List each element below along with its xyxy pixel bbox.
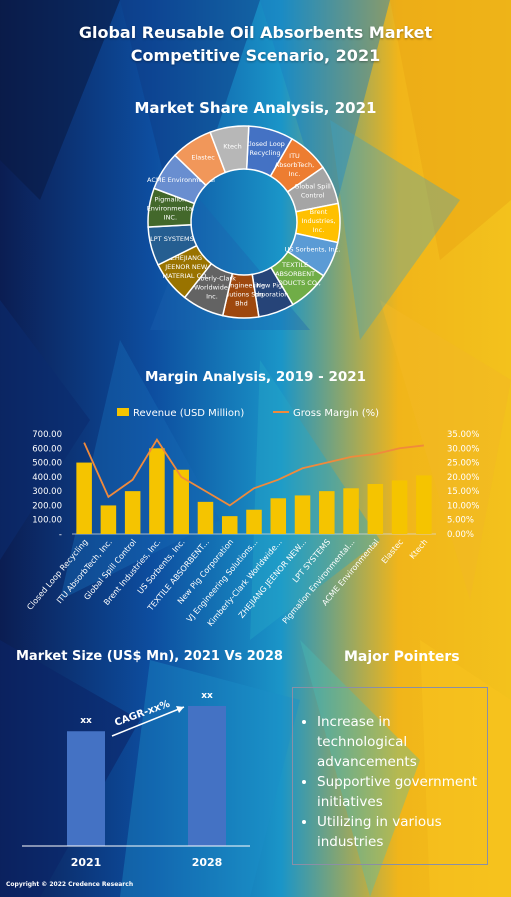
- donut-label-elastec: Elastec: [191, 154, 215, 162]
- revenue-bar-us-sorbents-inc: [173, 469, 189, 534]
- major-pointers-box: Increase in technological advancementsSu…: [292, 687, 488, 865]
- copyright-text: Copyright © 2022 Credence Research: [6, 881, 134, 888]
- revenue-bar-new-pig-corporation: [221, 516, 238, 534]
- revenue-bar-ktech: [416, 475, 432, 534]
- donut-label-new-pig-corporation: New Pig Corporation: [250, 282, 288, 299]
- right-tick-label: 5.00%: [447, 516, 474, 526]
- left-tick-label: 100.00: [32, 516, 62, 526]
- market-share-donut-chart: Closed Loop Recycling ITU AbsorbTech, Inc. Gl…: [147, 125, 341, 319]
- right-tick-label: 0.00%: [447, 530, 474, 540]
- left-tick-label: 400.00: [32, 473, 62, 483]
- pointer-item: Supportive government initiatives: [317, 772, 479, 812]
- left-tick-label: -: [59, 530, 62, 540]
- market-size-category-2028: 2028: [192, 856, 223, 869]
- donut-label-us-sorbents-inc: US Sorbents, Inc.: [285, 245, 341, 253]
- donut-label-lpt-systems: LPT SYSTEMS: [150, 235, 194, 243]
- page-title-line-2: Competitive Scenario, 2021: [130, 46, 381, 65]
- major-pointers-title: Major Pointers: [344, 649, 460, 665]
- pointer-item: Increase in technological advancements: [317, 712, 479, 772]
- revenue-bar-closed-loop-recycling: [76, 462, 92, 534]
- revenue-bar-textile-absorbent: [197, 501, 214, 534]
- market-size-bar-2021: [67, 731, 105, 846]
- right-tick-label: 35.00%: [447, 430, 479, 440]
- pointer-item: Utilizing in various industries: [317, 812, 479, 852]
- revenue-bar-vj-engineering-solutions: [246, 509, 262, 534]
- cagr-arrow-head: [176, 706, 184, 713]
- margin-analysis-title: Margin Analysis, 2019 - 2021: [144, 369, 367, 385]
- donut-slice-ktech: [209, 125, 250, 174]
- right-tick-label: 10.00%: [447, 501, 479, 511]
- legend-margin-label: Gross Margin (%): [293, 408, 379, 419]
- left-tick-label: 200.00: [32, 501, 62, 511]
- legend-revenue-swatch: [117, 408, 129, 416]
- revenue-bar-global-spill-control: [124, 491, 141, 534]
- right-tick-label: 20.00%: [447, 473, 479, 483]
- donut-label-itu-absorbtech-inc: ITU AbsorbTech, Inc.: [275, 152, 314, 178]
- revenue-bar-acme-environmental: [367, 484, 384, 534]
- donut-label-pigmalion-environmental-inc: Pigmalion Environmental INC.: [147, 196, 194, 222]
- market-size-bar-2028: [188, 706, 226, 846]
- gross-margin-line: [83, 438, 424, 507]
- market-size-category-2021: 2021: [71, 856, 102, 869]
- page-title-line-1: Global Reusable Oil Absorbents Market: [78, 23, 433, 42]
- revenue-bar-pigmalion-environmental: [343, 488, 359, 534]
- left-tick-label: 700.00: [32, 430, 62, 440]
- market-size-data-label-2028: xx: [201, 691, 213, 701]
- cagr-arrow-line: [111, 706, 185, 737]
- right-tick-label: 30.00%: [447, 444, 479, 454]
- category-label-elastec: Elastec: [380, 538, 405, 566]
- donut-label-zhejiang-jeenor-new-material-co-ltd: ZHEJIANG JEENOR NEW MATERIAL CO.,: [162, 254, 210, 280]
- donut-label-acme-environmental: ACME Environmental: [147, 176, 215, 184]
- revenue-bar-elastec: [391, 480, 408, 534]
- market-size-data-label-2021: xx: [80, 716, 92, 726]
- donut-label-vj-engineering-solutions-sdn-bhd: VJ Engineering Solutions Sdn Bhd: [218, 281, 265, 307]
- market-share-title: Market Share Analysis, 2021: [134, 99, 377, 117]
- legend-revenue-label: Revenue (USD Million): [133, 408, 244, 419]
- pointers-list: Increase in technological advancementsSu…: [293, 688, 487, 852]
- donut-label-closed-loop-recycling: Closed Loop Recycling: [245, 140, 285, 157]
- revenue-bar-brent-industries-inc: [149, 448, 165, 534]
- left-tick-label: 600.00: [32, 444, 62, 454]
- category-label-ktech: Ktech: [408, 538, 430, 561]
- revenue-bar-kimberly-clark-worldwide: [270, 498, 287, 534]
- donut-label-textile-absorbent-products-co-llc: TEXTILE ABSORBENT PRODUCTS CO.,: [269, 261, 321, 287]
- market-size-title: Market Size (US$ Mn), 2021 Vs 2028: [16, 649, 283, 664]
- donut-label-ktech: Ktech: [223, 142, 242, 150]
- revenue-bar-lpt-systems: [319, 491, 335, 534]
- left-tick-label: 500.00: [32, 459, 62, 469]
- revenue-bar-zhejiang-jeenor-new: [294, 495, 311, 534]
- right-tick-label: 25.00%: [447, 459, 479, 469]
- left-tick-label: 300.00: [32, 487, 62, 497]
- donut-label-global-spill-control: Global Spill Control: [294, 182, 331, 199]
- right-tick-label: 15.00%: [447, 487, 479, 497]
- margin-analysis-chart: Revenue (USD Million) Gross Margin (%) 700…: [25, 408, 479, 628]
- donut-label-brent-industries-inc: Brent Industries, Inc.: [301, 208, 335, 234]
- revenue-bar-itu-absorbtech-inc: [100, 505, 117, 534]
- donut-label-kimberly-clark-worldwide-inc: Kimberly-Clark Worldwide, Inc.: [188, 274, 236, 300]
